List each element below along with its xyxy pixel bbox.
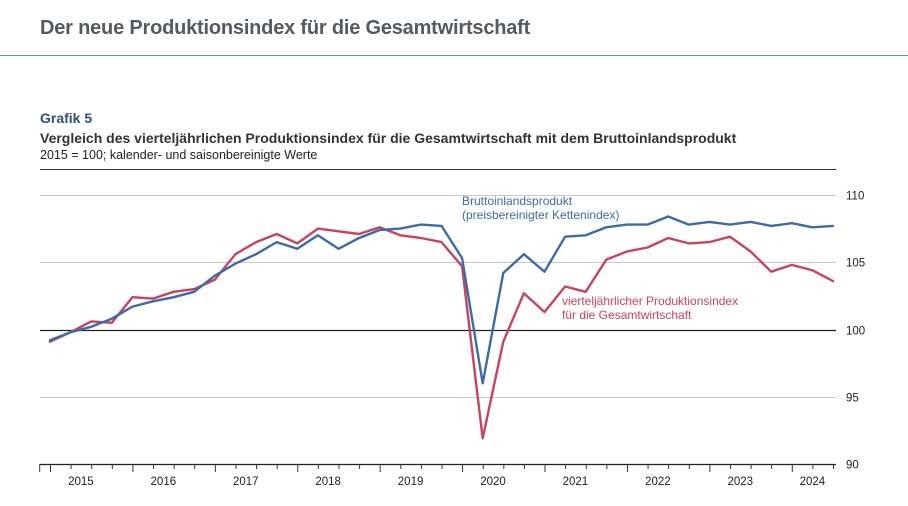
page-header: Der neue Produktionsindex für die Gesamt… <box>0 0 908 56</box>
x-axis: 2015 2016 2017 2018 2019 2020 2021 2022 2023 2024 <box>39 464 834 488</box>
series-label-produktionsindex: für die Gesamtwirtschaft <box>562 308 692 322</box>
y-tick-label: 105 <box>846 258 865 270</box>
x-year-label: 2022 <box>645 476 671 488</box>
series-labels: Bruttoinlandsprodukt(preisbereinigter Ke… <box>462 194 738 322</box>
series-label-produktionsindex: vierteljährlicher Produktionsindex <box>562 294 738 308</box>
y-axis: 90 95 100 105 110 <box>846 191 865 472</box>
x-year-label: 2016 <box>151 476 177 488</box>
y-tick-label: 110 <box>846 191 864 203</box>
series-group <box>48 215 835 440</box>
page-title: Der neue Produktionsindex für die Gesamt… <box>40 17 531 39</box>
figure-title: Vergleich des vierteljährlichen Produkti… <box>40 130 737 146</box>
series-label-bip: (preisbereinigter Kettenindex) <box>462 208 619 222</box>
x-year-label: 2020 <box>480 476 506 488</box>
series-line-produktionsindex <box>48 226 835 440</box>
x-year-label: 2021 <box>563 476 589 488</box>
y-tick-label: 90 <box>846 460 859 472</box>
gridlines <box>40 169 836 466</box>
x-year-label: 2015 <box>68 476 94 488</box>
figure-subtitle: 2015 = 100; kalender- und saisonbereinig… <box>40 148 318 162</box>
y-tick-label: 100 <box>846 326 865 338</box>
x-year-label: 2023 <box>727 476 753 488</box>
y-tick-label: 95 <box>846 393 859 405</box>
x-year-label: 2018 <box>315 476 341 488</box>
x-year-label: 2019 <box>398 476 424 488</box>
series-label-bip: Bruttoinlandsprodukt <box>462 194 573 208</box>
figure-label: Grafik 5 <box>40 110 93 126</box>
series-line-bip <box>48 215 835 385</box>
x-year-label: 2024 <box>800 476 826 488</box>
x-year-label: 2017 <box>233 476 259 488</box>
